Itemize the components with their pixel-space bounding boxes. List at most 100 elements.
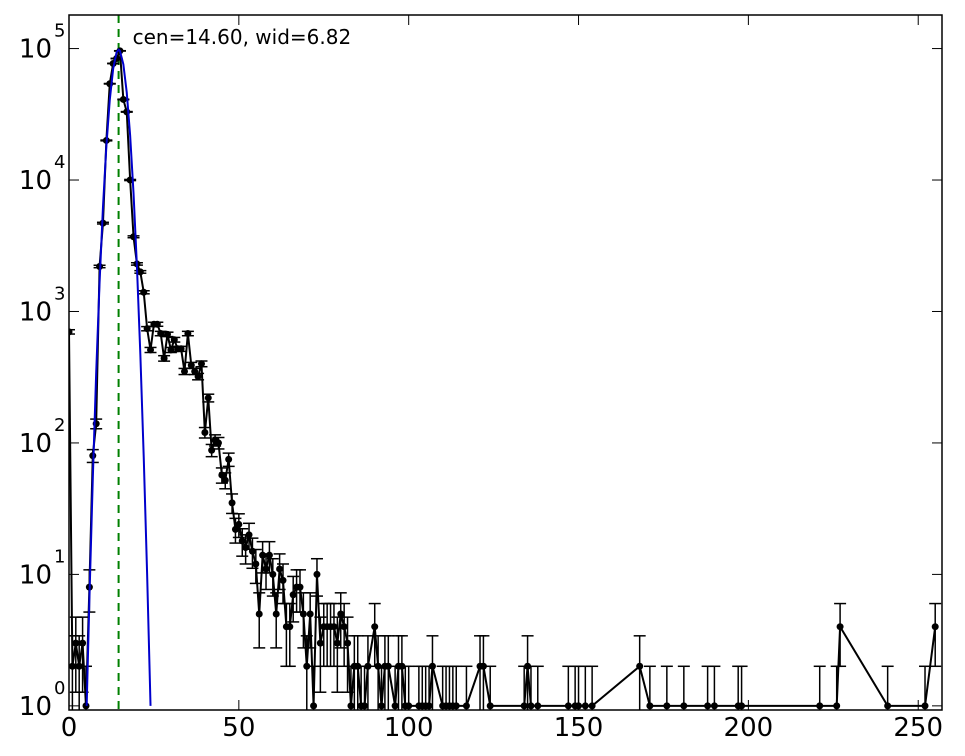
- data-point: [208, 446, 216, 454]
- data-point: [479, 662, 487, 670]
- data-point: [663, 702, 671, 710]
- data-point: [520, 702, 528, 710]
- y-tick-label: 10: [19, 560, 52, 590]
- data-point: [69, 328, 73, 336]
- data-point: [636, 662, 644, 670]
- data-point: [313, 570, 321, 578]
- data-point: [836, 623, 844, 631]
- data-point: [289, 591, 297, 599]
- data-point: [79, 639, 87, 647]
- data-point: [140, 288, 148, 296]
- data-point: [303, 662, 311, 670]
- data-point: [921, 702, 929, 710]
- data-point: [391, 702, 399, 710]
- data-point: [646, 702, 654, 710]
- data-point: [204, 394, 212, 402]
- data-point: [371, 623, 379, 631]
- x-tick-label: 100: [384, 713, 434, 743]
- y-tick-label: 10: [19, 166, 52, 196]
- y-tick-exponent: 1: [54, 546, 65, 567]
- data-point: [82, 702, 90, 710]
- data-point: [170, 336, 178, 344]
- data-point: [201, 429, 209, 437]
- y-tick-exponent: 2: [54, 415, 65, 436]
- data-point: [221, 476, 229, 484]
- y-tick-exponent: 3: [54, 283, 65, 304]
- data-point: [931, 623, 939, 631]
- data-point: [214, 439, 222, 447]
- data-point: [119, 95, 127, 103]
- data-point: [534, 702, 542, 710]
- data-point: [425, 702, 433, 710]
- data-point: [231, 525, 239, 533]
- y-tick-label: 10: [19, 429, 52, 459]
- data-point: [816, 702, 824, 710]
- data-point: [262, 565, 270, 573]
- data-point: [136, 268, 144, 276]
- data-point: [486, 702, 494, 710]
- plot-layer: [69, 15, 942, 710]
- data-point: [252, 560, 260, 568]
- data-point: [160, 354, 168, 362]
- data-point: [187, 361, 195, 369]
- data-point: [296, 583, 304, 591]
- data-point: [384, 662, 392, 670]
- data-point: [272, 610, 280, 618]
- data-point: [147, 346, 155, 354]
- data-point: [364, 662, 372, 670]
- data-point: [378, 702, 386, 710]
- data-point: [180, 367, 188, 375]
- plot-frame: [68, 14, 943, 711]
- data-point: [704, 702, 712, 710]
- data-point: [316, 639, 324, 647]
- data-point: [72, 639, 80, 647]
- y-tick-label: 10: [19, 297, 52, 327]
- x-tick-label: 250: [893, 713, 943, 743]
- data-point: [69, 662, 76, 670]
- data-point: [333, 639, 341, 647]
- data-point: [564, 702, 572, 710]
- data-point: [344, 639, 352, 647]
- y-tick-exponent: 5: [54, 21, 65, 42]
- data-point: [75, 662, 83, 670]
- data-point: [167, 346, 175, 354]
- x-tick-label: 150: [554, 713, 604, 743]
- data-point: [286, 623, 294, 631]
- data-point: [581, 702, 589, 710]
- data-point: [884, 702, 892, 710]
- data-point: [279, 576, 287, 584]
- data-point: [184, 329, 192, 337]
- x-tick-label: 50: [222, 713, 255, 743]
- data-point: [310, 702, 318, 710]
- data-point: [228, 499, 236, 507]
- data-point: [269, 570, 277, 578]
- annotation: cen=14.60, wid=6.82: [133, 25, 352, 49]
- data-point: [462, 702, 470, 710]
- data-point: [337, 610, 345, 618]
- y-tick-exponent: 4: [54, 152, 65, 173]
- data-point: [153, 320, 161, 328]
- x-tick-label: 0: [61, 713, 78, 743]
- data-point: [833, 702, 841, 710]
- plot-area: [69, 15, 942, 710]
- data-point: [276, 565, 284, 573]
- data-point: [197, 360, 205, 368]
- data-point: [340, 623, 348, 631]
- data-point: [259, 551, 267, 559]
- data-point: [330, 623, 338, 631]
- data-point: [265, 551, 273, 559]
- data-point: [238, 537, 246, 545]
- data-point: [452, 702, 460, 710]
- data-point: [306, 610, 314, 618]
- y-tick-exponent: 0: [54, 678, 65, 699]
- data-point: [347, 702, 355, 710]
- data-point: [710, 702, 718, 710]
- data-point: [361, 702, 369, 710]
- data-point: [527, 702, 535, 710]
- data-point: [235, 520, 243, 528]
- data-point: [738, 702, 746, 710]
- y-tick-label: 10: [19, 692, 52, 722]
- data-point: [177, 345, 185, 353]
- data-point: [255, 610, 263, 618]
